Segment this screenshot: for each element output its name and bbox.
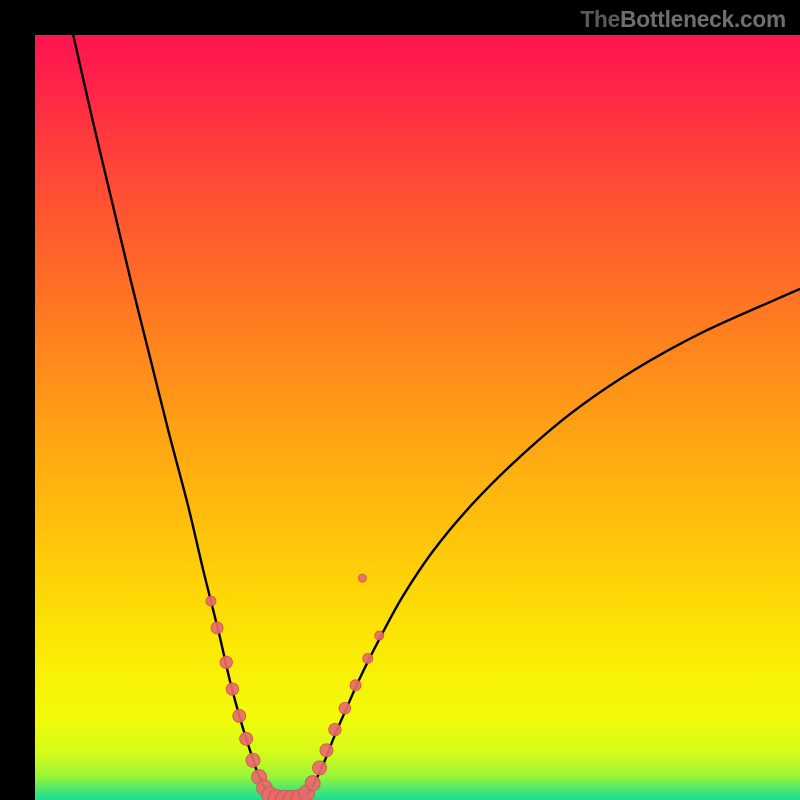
data-marker xyxy=(226,683,238,695)
data-marker xyxy=(313,761,327,775)
data-marker xyxy=(339,702,351,714)
data-marker xyxy=(206,596,216,606)
data-marker xyxy=(329,723,341,735)
chart-canvas: TheBottleneck.com xyxy=(0,0,800,800)
watermark: TheBottleneck.com xyxy=(580,6,786,33)
data-marker xyxy=(375,631,384,640)
data-marker xyxy=(233,709,246,722)
data-marker xyxy=(305,776,320,791)
bottleneck-curve xyxy=(73,35,800,799)
data-marker xyxy=(211,622,223,634)
data-marker xyxy=(246,753,260,767)
data-marker xyxy=(358,574,366,582)
curve-svg xyxy=(35,35,800,800)
data-marker xyxy=(240,732,253,745)
plot-area xyxy=(35,35,800,800)
data-marker xyxy=(350,680,361,691)
watermark-suffix: Bottleneck.com xyxy=(620,6,786,32)
data-marker xyxy=(363,653,373,663)
watermark-prefix: The xyxy=(580,6,620,32)
data-marker xyxy=(220,656,232,668)
data-marker xyxy=(320,744,333,757)
